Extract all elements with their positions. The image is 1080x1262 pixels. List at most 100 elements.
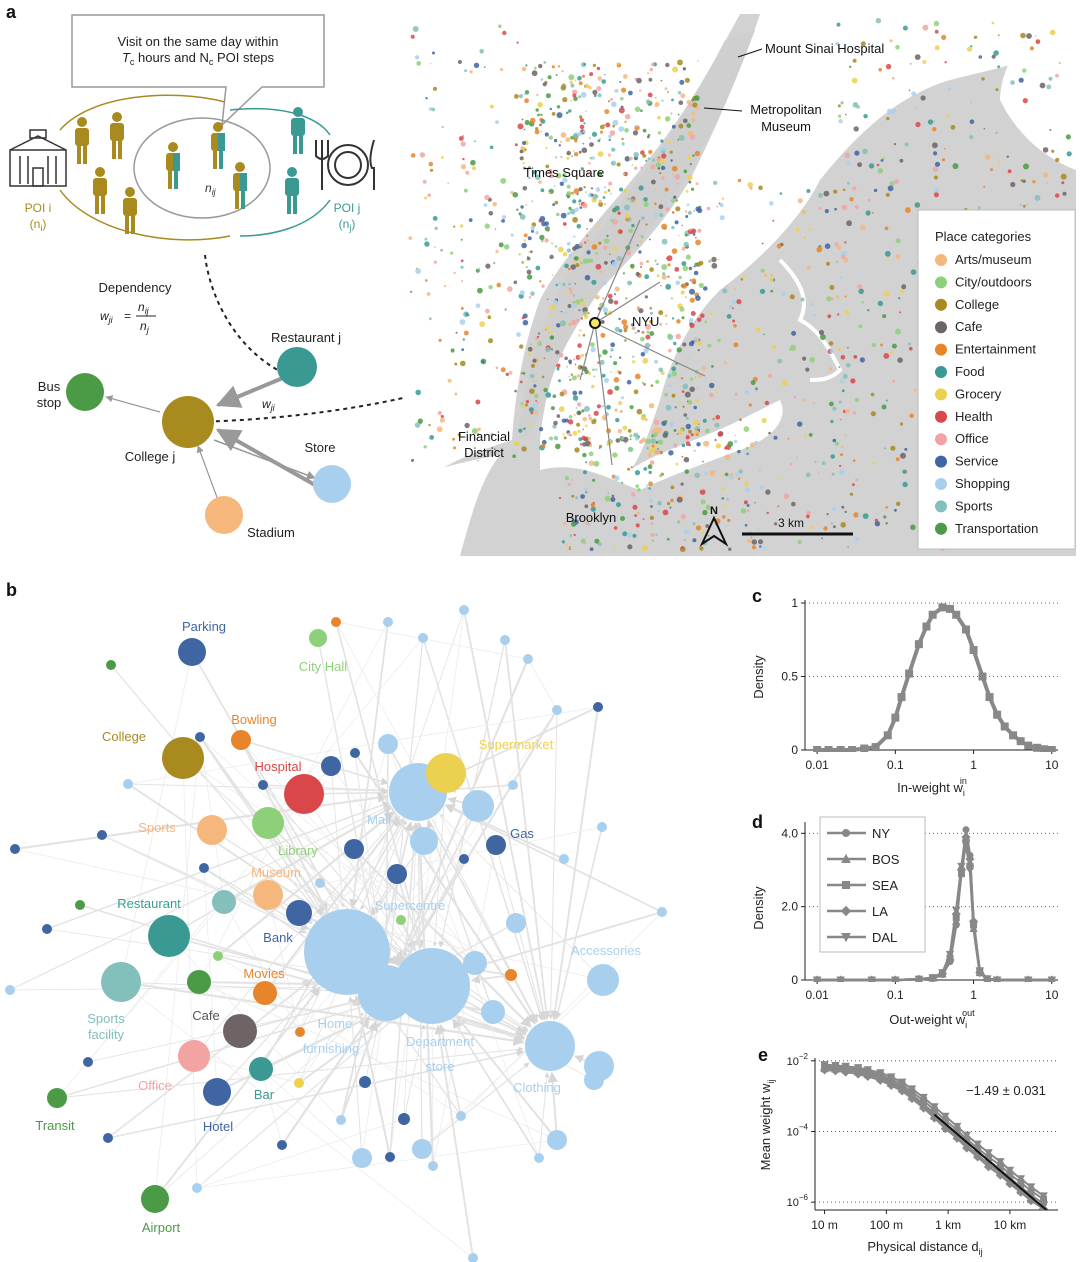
poi-dot <box>522 186 528 191</box>
poi-dot <box>983 127 986 130</box>
network-edge <box>182 757 199 1189</box>
poi-dot <box>475 268 480 273</box>
poi-dot <box>649 319 653 324</box>
network-edge <box>538 1072 550 1159</box>
poi-dot <box>573 413 576 416</box>
poi-dot <box>524 119 530 126</box>
data-point <box>952 610 961 619</box>
poi-dot <box>584 110 587 113</box>
poi-dot <box>816 246 823 253</box>
poi-dot <box>562 282 566 287</box>
poi-dot <box>535 108 539 112</box>
poi-dot <box>566 291 569 294</box>
poi-dot <box>434 226 438 230</box>
data-point <box>929 1113 939 1123</box>
poi-dot <box>522 141 526 145</box>
poi-dot <box>681 390 685 393</box>
poi-dot <box>610 497 616 502</box>
data-point <box>952 1133 962 1143</box>
poi-dot <box>621 137 624 141</box>
network-node <box>249 1057 273 1081</box>
poi-dot <box>535 231 539 235</box>
poi-dot <box>837 347 841 352</box>
poi-dot <box>586 234 589 237</box>
data-point <box>813 746 822 752</box>
poi-dot <box>554 200 559 205</box>
poi-dot <box>670 485 675 490</box>
poi-dot <box>614 408 618 412</box>
poi-dot <box>573 152 579 157</box>
poi-dot <box>643 383 646 386</box>
poi-dot <box>647 453 652 458</box>
poi-dot <box>637 487 641 492</box>
poi-dot <box>946 114 950 118</box>
network-node <box>394 948 470 1024</box>
poi-dot <box>656 263 659 265</box>
poi-dot <box>991 21 995 25</box>
poi-dot <box>715 414 721 420</box>
network-edge <box>127 706 599 786</box>
poi-dot <box>429 168 434 172</box>
poi-dot <box>624 120 627 123</box>
network-edge <box>553 826 603 1021</box>
poi-dot <box>525 403 528 407</box>
poi-dot <box>684 469 690 474</box>
y-axis-label: Density <box>751 886 766 930</box>
poi-dot <box>518 212 522 216</box>
poi-dot <box>618 229 623 234</box>
network-node <box>195 732 205 742</box>
poi-dot <box>695 430 700 435</box>
poi-dot <box>633 389 639 395</box>
poi-dot <box>675 206 681 212</box>
network-edge <box>421 1062 530 1150</box>
poi-dot <box>844 113 847 116</box>
poi-dot <box>584 504 589 509</box>
poi-dot <box>648 149 653 155</box>
poi-dot <box>630 198 635 203</box>
poi-dot <box>571 521 577 527</box>
poi-dot <box>743 481 749 487</box>
poi-dot <box>981 77 985 81</box>
poi-dot <box>539 427 544 432</box>
poi-dot <box>558 379 561 383</box>
poi-dot <box>1066 151 1072 157</box>
poi-dot <box>568 282 571 286</box>
poi-dot <box>900 452 906 459</box>
poi-dot <box>552 424 557 429</box>
poi-dot <box>1026 203 1028 206</box>
legend-item-label: Arts/museum <box>955 252 1032 267</box>
poi-dot <box>625 155 629 159</box>
data-point <box>887 1073 896 1082</box>
poi-dot <box>535 174 541 180</box>
poi-dot <box>532 358 537 363</box>
poi-j-label: POI j <box>334 201 361 215</box>
poi-dot <box>693 265 696 268</box>
poi-dot <box>631 326 636 330</box>
network-node <box>277 1140 287 1150</box>
poi-dot <box>697 386 700 389</box>
poi-dot <box>808 227 812 231</box>
poi-dot <box>894 179 899 185</box>
poi-dot <box>635 125 638 128</box>
poi-dot <box>973 35 978 39</box>
poi-dot <box>870 411 877 417</box>
poi-dot <box>673 443 676 446</box>
poi-dot <box>671 393 676 398</box>
poi-dot <box>745 487 750 493</box>
network-node-label: Library <box>278 843 318 858</box>
poi-dot <box>646 446 649 450</box>
poi-dot <box>891 76 895 80</box>
poi-dot <box>895 254 901 259</box>
poi-dot <box>624 213 631 219</box>
poi-dot <box>415 389 422 396</box>
poi-dot <box>633 152 639 158</box>
poi-dot <box>934 161 941 167</box>
poi-dot <box>603 186 607 189</box>
poi-dot <box>824 209 829 214</box>
dependency-title: Dependency <box>99 280 172 295</box>
poi-dot <box>789 294 795 300</box>
poi-dot <box>664 420 668 423</box>
poi-dot <box>567 212 570 216</box>
poi-dot <box>734 440 738 444</box>
poi-dot <box>654 187 657 190</box>
